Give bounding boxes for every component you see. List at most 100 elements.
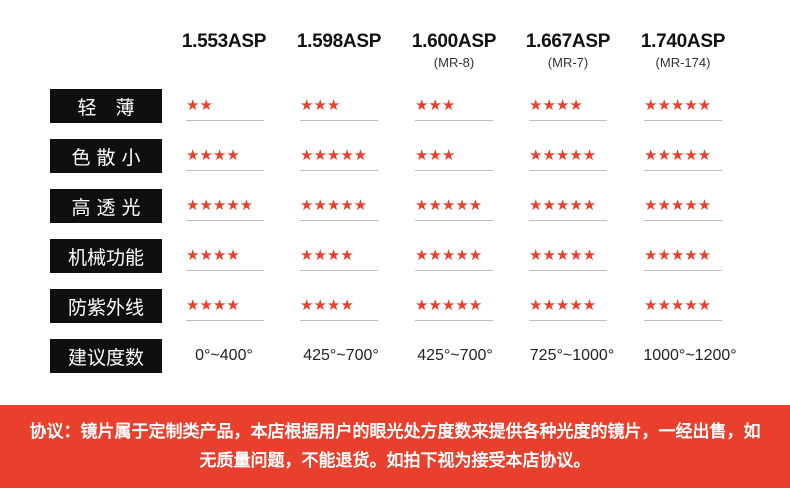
power-range: 725°~1000° xyxy=(529,347,615,364)
rating-cell: ★★★★ xyxy=(300,289,380,323)
divider xyxy=(529,120,607,121)
rating-cell: ★★★★★ xyxy=(300,189,380,223)
refractive-index: 1.553ASP xyxy=(181,31,267,52)
rating-cell: ★★★ xyxy=(415,89,495,123)
star-icon: ★★★★★ xyxy=(300,196,368,214)
divider xyxy=(300,170,378,171)
star-icon: ★★★★★ xyxy=(300,146,368,164)
rating-cell: ★★★★★ xyxy=(415,189,495,223)
divider xyxy=(644,220,722,221)
rating-cell: ★★★★★ xyxy=(529,189,609,223)
star-icon: ★★★★★ xyxy=(644,96,712,114)
star-icon: ★★★★★ xyxy=(415,296,483,314)
row-recommended-power: 建议度数 0°~400° 425°~700° 425°~700° 725°~10… xyxy=(0,339,790,373)
star-icon: ★★★★★ xyxy=(529,146,597,164)
column-1667: 1.667ASP (MR-7) xyxy=(510,30,626,72)
divider xyxy=(644,270,722,271)
star-icon: ★★★★★ xyxy=(644,246,712,264)
star-icon: ★★★★★ xyxy=(644,146,712,164)
star-icon: ★★★★ xyxy=(529,96,583,114)
star-icon: ★★★ xyxy=(415,146,456,164)
divider xyxy=(186,320,264,321)
row-label: 高 透 光 xyxy=(50,189,162,223)
power-range: 0°~400° xyxy=(195,347,253,364)
star-icon: ★★★★ xyxy=(300,246,354,264)
divider xyxy=(529,220,607,221)
row-mechanical: 机械功能 ★★★★ ★★★★ ★★★★★ ★★★★★ ★★★★★ xyxy=(0,239,790,273)
column-1740: 1.740ASP (MR-174) xyxy=(625,30,741,72)
star-icon: ★★★ xyxy=(415,96,456,114)
divider xyxy=(415,270,493,271)
rating-cell: ★★★★ xyxy=(529,89,609,123)
row-thin-light: 轻 薄 ★★ ★★★ ★★★ ★★★★ ★★★★★ xyxy=(0,89,790,123)
row-label: 机械功能 xyxy=(50,239,162,273)
rating-cell: ★★★★★ xyxy=(644,239,724,273)
rating-cell: ★★★★ xyxy=(186,139,266,173)
star-icon: ★★★★★ xyxy=(529,196,597,214)
divider xyxy=(415,320,493,321)
index-header: 1.553ASP 1.598ASP 1.600ASP (MR-8) 1.667A… xyxy=(0,30,790,80)
agreement-text: 协议：镜片属于定制类产品，本店根据用户的眼光处方度数来提供各种光度的镜片，一经出… xyxy=(29,422,761,471)
refractive-index: 1.600ASP xyxy=(411,31,497,52)
rating-cell: ★★★★★ xyxy=(415,289,495,323)
row-low-dispersion: 色 散 小 ★★★★ ★★★★★ ★★★ ★★★★★ ★★★★★ xyxy=(0,139,790,173)
refractive-index: 1.667ASP xyxy=(525,31,611,52)
divider xyxy=(644,320,722,321)
rating-cell: ★★★★★ xyxy=(415,239,495,273)
divider xyxy=(644,120,722,121)
column-1600: 1.600ASP (MR-8) xyxy=(396,30,512,72)
divider xyxy=(300,120,378,121)
power-range: 425°~700° xyxy=(417,347,493,364)
material-code: (MR-174) xyxy=(655,55,711,70)
star-icon: ★★★★★ xyxy=(529,246,597,264)
rating-cell: ★★★★ xyxy=(186,289,266,323)
column-1553: 1.553ASP xyxy=(166,30,282,54)
rating-cell: ★★★★★ xyxy=(300,139,380,173)
rating-cell: ★★★★★ xyxy=(644,289,724,323)
divider xyxy=(186,220,264,221)
rating-cell: ★★★★ xyxy=(186,239,266,273)
divider xyxy=(300,320,378,321)
star-icon: ★★★★★ xyxy=(529,296,597,314)
divider xyxy=(186,270,264,271)
row-label: 防紫外线 xyxy=(50,289,162,323)
divider xyxy=(186,170,264,171)
divider xyxy=(529,170,607,171)
power-range: 425°~700° xyxy=(303,347,379,364)
rating-cell: ★★★★★ xyxy=(529,239,609,273)
row-uv-protection: 防紫外线 ★★★★ ★★★★ ★★★★★ ★★★★★ ★★★★★ xyxy=(0,289,790,323)
material-code: (MR-8) xyxy=(433,55,475,70)
rating-cell: ★★★★★ xyxy=(186,189,266,223)
row-label: 色 散 小 xyxy=(50,139,162,173)
star-icon: ★★★★★ xyxy=(186,196,254,214)
row-label: 轻 薄 xyxy=(50,89,162,123)
star-icon: ★★★★★ xyxy=(644,196,712,214)
rating-cell: ★★★★ xyxy=(300,239,380,273)
star-icon: ★★★★★ xyxy=(415,196,483,214)
divider xyxy=(415,120,493,121)
star-icon: ★★★★ xyxy=(300,296,354,314)
divider xyxy=(644,170,722,171)
rating-cell: ★★★ xyxy=(300,89,380,123)
power-range: 1000°~1200° xyxy=(643,347,737,364)
refractive-index: 1.740ASP xyxy=(640,31,726,52)
star-icon: ★★★★ xyxy=(186,296,240,314)
star-icon: ★★★ xyxy=(300,96,341,114)
rating-cell: ★★★★★ xyxy=(644,189,724,223)
rating-cell: ★★★★★ xyxy=(644,89,724,123)
divider xyxy=(415,220,493,221)
rating-cell: ★★ xyxy=(186,89,266,123)
star-icon: ★★★★ xyxy=(186,146,240,164)
row-label: 建议度数 xyxy=(50,339,162,373)
star-icon: ★★ xyxy=(186,96,213,114)
material-code: (MR-7) xyxy=(547,55,589,70)
divider xyxy=(415,170,493,171)
star-icon: ★★★★★ xyxy=(415,246,483,264)
column-1598: 1.598ASP xyxy=(281,30,397,54)
agreement-notice: 协议：镜片属于定制类产品，本店根据用户的眼光处方度数来提供各种光度的镜片，一经出… xyxy=(0,405,790,488)
divider xyxy=(529,320,607,321)
star-icon: ★★★★ xyxy=(186,246,240,264)
rating-cell: ★★★★★ xyxy=(529,139,609,173)
divider xyxy=(186,120,264,121)
rating-cell: ★★★★★ xyxy=(529,289,609,323)
